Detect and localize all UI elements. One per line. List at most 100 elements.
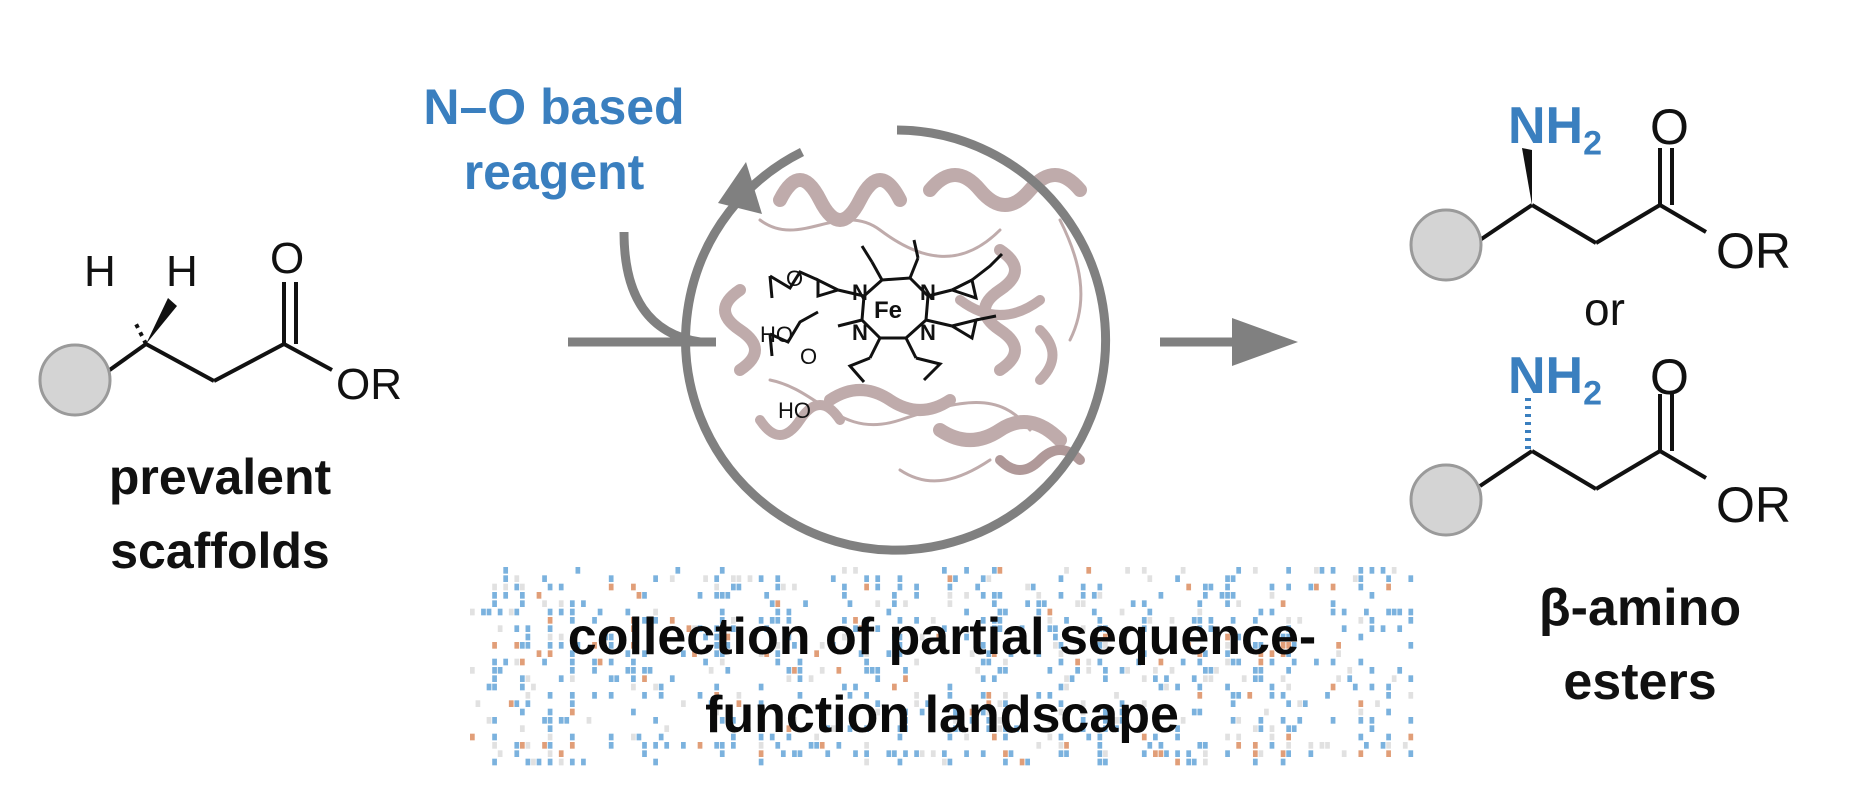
heatmap-cell	[647, 667, 653, 674]
heatmap-cell	[975, 583, 981, 591]
heatmap-cell	[986, 725, 992, 732]
heatmap-cell	[547, 733, 553, 741]
heatmap-cell	[1225, 633, 1230, 641]
heatmap-cell	[1280, 650, 1286, 657]
heatmap-cell	[1280, 717, 1286, 724]
heatmap-cell	[658, 683, 664, 691]
heatmap-cell	[786, 733, 792, 741]
landscape-caption-line2: function landscape	[705, 686, 1179, 744]
heatmap-cell	[1119, 700, 1125, 707]
heatmap-cell	[1347, 667, 1353, 674]
heatmap-cell	[1019, 708, 1025, 716]
heatmap-cell	[592, 658, 597, 666]
heatmap-cell	[492, 658, 497, 666]
heatmap-cell	[864, 575, 869, 582]
heatmap-cell	[875, 575, 881, 582]
heatmap-cell	[519, 675, 525, 682]
heatmap-cell	[1208, 625, 1214, 632]
heatmap-cell	[1358, 700, 1364, 707]
heatmap-cell	[1003, 667, 1008, 674]
heatmap-cell	[1280, 600, 1286, 607]
heatmap-cell	[686, 625, 692, 632]
heatmap-cell	[714, 642, 720, 649]
heatmap-cell	[569, 692, 575, 699]
heatmap-cell	[1097, 742, 1103, 749]
heatmap-cell	[1025, 600, 1031, 607]
heatmap-cell	[519, 725, 525, 732]
heatmap-cell	[1169, 667, 1175, 674]
heatmap-cell	[991, 625, 997, 632]
heatmap-cell	[1325, 742, 1330, 749]
heatmap-cell	[1286, 567, 1291, 574]
heatmap-cell	[892, 683, 897, 691]
heatmap-cell	[547, 750, 553, 757]
substrate-structure	[102, 282, 333, 383]
heatmap-cell	[769, 733, 775, 741]
heatmap-cell	[1175, 575, 1180, 582]
heatmap-cell	[947, 583, 953, 591]
heatmap-cell	[914, 658, 919, 666]
heatmap-cell	[1103, 633, 1108, 641]
heatmap-cell	[1291, 725, 1297, 732]
heatmap-cell	[569, 700, 575, 707]
heatmap-cell	[1225, 592, 1230, 599]
heatmap-cell	[492, 742, 497, 749]
heatmap-cell	[808, 675, 814, 682]
heatmap-cell	[1386, 608, 1391, 616]
heatmap-cell	[631, 675, 636, 682]
heatmap-cell	[614, 675, 620, 682]
products-caption-line1: β-amino	[1538, 579, 1742, 637]
heatmap-cell	[864, 658, 869, 666]
heatmap-cell	[964, 567, 969, 574]
heatmap-cell	[853, 683, 858, 691]
heatmap-cell	[997, 667, 1003, 674]
heatmap-cell	[1058, 575, 1064, 582]
heatmap-cell	[1341, 750, 1347, 757]
heatmap-cell	[1369, 725, 1375, 732]
heatmap-cell	[986, 717, 992, 724]
or-connector: or	[1584, 283, 1625, 335]
heatmap-cell	[1297, 700, 1303, 707]
heatmap-cell	[997, 617, 1003, 624]
heatmap-cell	[725, 642, 731, 649]
heatmap-cell	[719, 642, 725, 649]
heatmap-cell	[986, 700, 992, 707]
heatmap-cell	[1097, 625, 1103, 632]
heatmap-cell	[1236, 658, 1242, 666]
heatmap-cell	[1164, 683, 1169, 691]
heatmap-cell	[558, 675, 564, 682]
heatmap-cell	[730, 717, 736, 724]
heatmap-cell	[1086, 667, 1092, 674]
heatmap-cell	[730, 625, 736, 632]
heatmap-cell	[1258, 717, 1264, 724]
catalytic-cycle-circle	[681, 125, 1111, 555]
heatmap-cell	[631, 733, 636, 741]
heatmap-cell	[1408, 575, 1414, 582]
heatmap-cell	[947, 575, 953, 582]
heatmap-cell	[1141, 625, 1147, 632]
heatmap-cell	[864, 758, 869, 766]
heatmap-cell	[842, 633, 847, 641]
products-caption-line2: esters	[1563, 653, 1717, 711]
heatmap-cell	[1119, 717, 1125, 724]
heatmap-cell	[1286, 725, 1291, 732]
heatmap-cell	[1269, 683, 1275, 691]
heatmap-cell	[1397, 608, 1403, 616]
product-s-oxygen: O	[1650, 349, 1689, 405]
heatmap-cell	[603, 633, 608, 641]
heatmap-cell	[703, 658, 708, 666]
heatmap-cell	[658, 692, 664, 699]
heatmap-cell	[1003, 642, 1008, 649]
heatmap-cell	[486, 608, 492, 616]
heatmap-cell	[997, 567, 1003, 574]
heatmap-cell	[1058, 642, 1064, 649]
heatmap-cell	[1069, 675, 1075, 682]
heatmap-cell	[1180, 567, 1186, 574]
heatmap-cell	[1208, 675, 1214, 682]
heatmap-cell	[1297, 717, 1303, 724]
heatmap-cell	[542, 717, 547, 724]
heatmap-cell	[692, 625, 697, 632]
heatmap-cell	[1358, 658, 1364, 666]
heatmap-cell	[842, 625, 847, 632]
